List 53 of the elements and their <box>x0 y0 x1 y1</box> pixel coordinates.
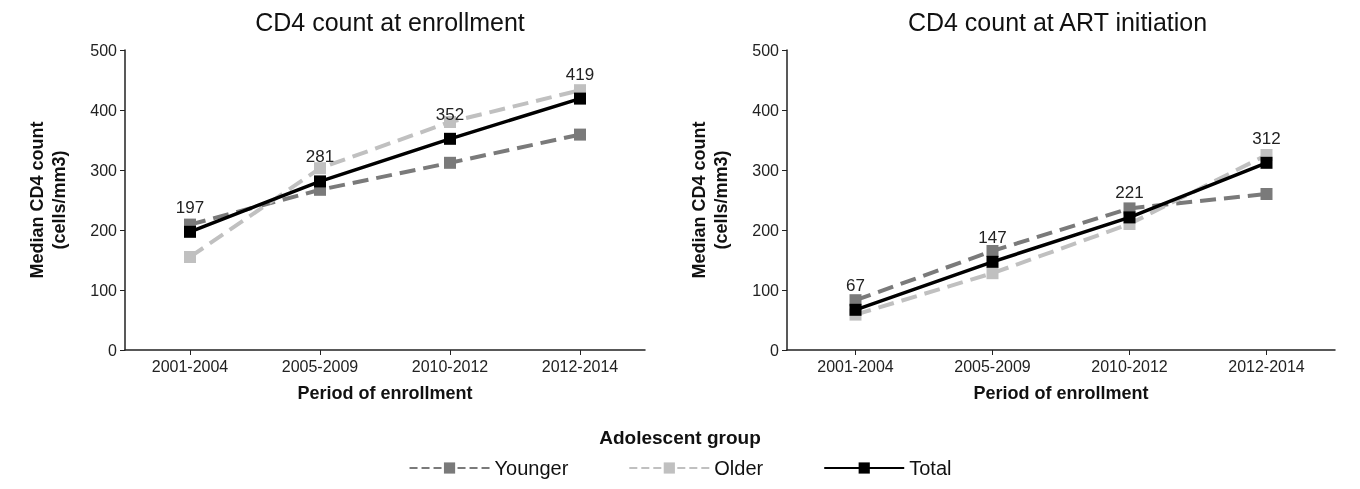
y-tick-label: 500 <box>90 41 118 59</box>
y-tick-label: 0 <box>770 341 780 359</box>
point <box>184 251 196 263</box>
x-tick-label: 2005-2009 <box>954 357 1031 375</box>
data-label: 281 <box>305 147 335 167</box>
point <box>314 162 326 175</box>
point <box>1123 211 1136 224</box>
x-tick-label: 2012-2014 <box>1228 357 1305 375</box>
x-tick-label: 2010-2012 <box>411 357 489 375</box>
legend-label: Younger <box>494 457 569 479</box>
y-tick-label: 400 <box>752 101 780 119</box>
x-tick-label: 2001-2004 <box>817 357 894 375</box>
legend-label: Older <box>714 457 764 479</box>
point <box>986 255 999 268</box>
y-tick-label: 400 <box>90 101 118 119</box>
x-tick-label: 2012-2014 <box>541 357 619 375</box>
y-tick-label: 100 <box>90 281 118 299</box>
data-label: 221 <box>1115 183 1144 203</box>
x-tick-label: 2001-2004 <box>151 357 229 375</box>
point <box>574 92 586 105</box>
point <box>1260 156 1273 169</box>
point <box>849 303 862 316</box>
point <box>986 267 999 280</box>
y-tick-label: 500 <box>752 41 780 59</box>
x-tick-label: 2010-2012 <box>1091 357 1168 375</box>
point <box>184 225 196 238</box>
point <box>444 132 456 145</box>
data-label: 67 <box>846 275 865 295</box>
y-tick-label: 200 <box>90 221 118 239</box>
point <box>574 128 586 141</box>
x-tick-label: 2005-2009 <box>281 357 359 375</box>
y-axis-title: Median CD4 count (cells/mm3) <box>689 121 731 279</box>
y-tick-label: 0 <box>108 341 118 359</box>
point <box>444 156 456 169</box>
point <box>986 245 999 257</box>
data-label: 197 <box>175 197 205 217</box>
point <box>1260 188 1273 200</box>
x-axis-title: Period of enrollment <box>297 383 473 403</box>
data-label: 147 <box>978 227 1007 247</box>
legend-title: Adolescent group <box>599 427 761 448</box>
y-tick-label: 200 <box>752 221 780 239</box>
y-tick-label: 300 <box>752 161 780 179</box>
data-label: 352 <box>435 104 465 124</box>
chart-title: CD4 count at enrollment <box>255 7 525 36</box>
point <box>314 175 326 188</box>
y-tick-label: 100 <box>752 281 780 299</box>
chart-title: CD4 count at ART initiation <box>907 7 1208 36</box>
y-tick-label: 300 <box>90 161 118 179</box>
x-axis-title: Period of enrollment <box>973 383 1149 403</box>
y-axis-title: Median CD4 count (cells/mm3) <box>27 121 69 279</box>
data-label: 419 <box>565 64 595 84</box>
legend-label: Total <box>909 457 952 479</box>
data-label: 312 <box>1252 128 1281 148</box>
